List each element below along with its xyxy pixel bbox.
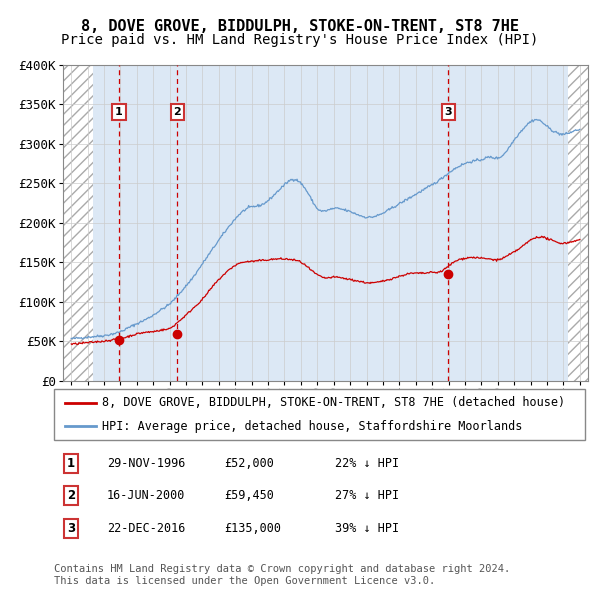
Text: 39% ↓ HPI: 39% ↓ HPI: [335, 522, 400, 535]
Text: 3: 3: [445, 107, 452, 117]
Text: HPI: Average price, detached house, Staffordshire Moorlands: HPI: Average price, detached house, Staf…: [102, 419, 522, 432]
Text: 16-JUN-2000: 16-JUN-2000: [107, 489, 185, 503]
Text: 27% ↓ HPI: 27% ↓ HPI: [335, 489, 400, 503]
Text: Contains HM Land Registry data © Crown copyright and database right 2024.
This d: Contains HM Land Registry data © Crown c…: [54, 565, 510, 586]
FancyBboxPatch shape: [54, 389, 585, 440]
Text: £52,000: £52,000: [224, 457, 274, 470]
Text: £59,450: £59,450: [224, 489, 274, 503]
Bar: [92, 65, 568, 381]
Text: 2: 2: [67, 489, 75, 503]
Text: 3: 3: [67, 522, 75, 535]
Text: 22% ↓ HPI: 22% ↓ HPI: [335, 457, 400, 470]
Text: 2: 2: [173, 107, 181, 117]
Text: 8, DOVE GROVE, BIDDULPH, STOKE-ON-TRENT, ST8 7HE: 8, DOVE GROVE, BIDDULPH, STOKE-ON-TRENT,…: [81, 19, 519, 34]
Bar: [63, 65, 92, 381]
Text: 29-NOV-1996: 29-NOV-1996: [107, 457, 185, 470]
Text: 1: 1: [67, 457, 75, 470]
Text: £135,000: £135,000: [224, 522, 281, 535]
Text: 8, DOVE GROVE, BIDDULPH, STOKE-ON-TRENT, ST8 7HE (detached house): 8, DOVE GROVE, BIDDULPH, STOKE-ON-TRENT,…: [102, 396, 565, 409]
Text: 1: 1: [115, 107, 123, 117]
Text: Price paid vs. HM Land Registry's House Price Index (HPI): Price paid vs. HM Land Registry's House …: [61, 33, 539, 47]
Bar: [568, 65, 588, 381]
Text: 22-DEC-2016: 22-DEC-2016: [107, 522, 185, 535]
